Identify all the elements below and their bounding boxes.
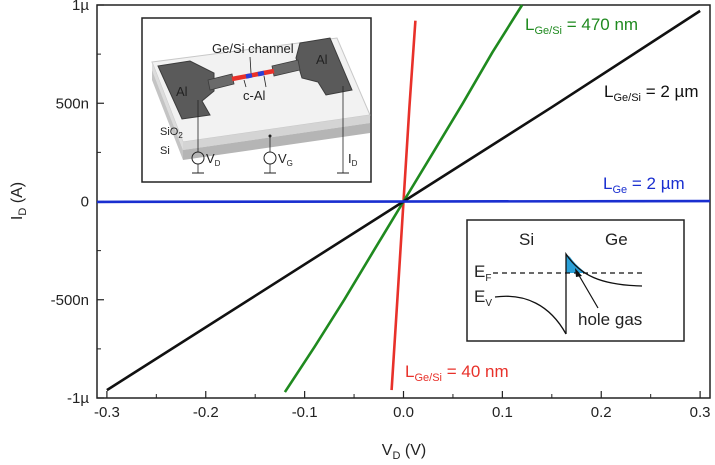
- valence-band-si: [494, 295, 567, 335]
- x-tick-label: 0.0: [393, 404, 414, 421]
- channel-segment-right: [257, 70, 265, 77]
- ef-label: EF: [474, 262, 491, 284]
- valence-band-ge: [565, 251, 643, 334]
- series-label-ge-2um: LGe = 2 µm: [603, 174, 685, 196]
- y-tick-label: -500n: [51, 292, 89, 309]
- y-tick-label: 500n: [56, 95, 89, 112]
- channel-label: Ge/Si channel: [212, 41, 294, 56]
- device-inset: Ge/Si channel c-Al Al Al SiO2 Si VD VG I…: [141, 17, 372, 183]
- tick-labels: -0.3 -0.2 -0.1 0.0 0.1 0.2 0.3 1µ 500n 0 -500n -1µ: [51, 0, 711, 421]
- x-tick-label: 0.1: [492, 404, 513, 421]
- hole-gas-region: [566, 254, 586, 273]
- c-al-pointer-right: [263, 75, 267, 88]
- y-tick-label: 0: [81, 194, 89, 211]
- series-line-3: [96, 199, 711, 204]
- series-lines: [96, 4, 711, 393]
- series-label-2um: LGe/Si = 2 µm: [604, 82, 699, 104]
- x-tick-label: -0.1: [292, 404, 318, 421]
- band-inset-frame: [466, 219, 685, 342]
- hole-gas-label: hole gas: [578, 310, 642, 329]
- chip-front-oxide: [183, 115, 370, 150]
- left-al-label: Al: [176, 84, 188, 99]
- id-label: ID: [348, 151, 358, 168]
- vg-label: VG: [278, 151, 293, 168]
- band-ge-label: Ge: [605, 230, 628, 249]
- c-al-pointer-left: [243, 79, 247, 88]
- channel-wire: [231, 68, 275, 82]
- x-tick-label: 0.3: [690, 404, 711, 421]
- ev-label: EV: [474, 287, 492, 309]
- hole-gas-pointer: [576, 271, 599, 309]
- series-label-470nm: LGe/Si = 470 nm: [525, 15, 638, 37]
- chip-front-si: [183, 123, 370, 160]
- c-al-label: c-Al: [243, 88, 266, 103]
- y-tick-label: 1µ: [72, 0, 89, 14]
- y-axis-title: ID (A): [9, 182, 29, 220]
- left-al-pad: [157, 60, 215, 120]
- hole-gas-arrowhead: [575, 268, 582, 277]
- substrate-label: Si: [160, 145, 170, 157]
- right-al-label: Al: [316, 52, 328, 67]
- channel-pointer: [249, 56, 252, 74]
- left-al-lead: [207, 73, 235, 91]
- chip-left-si: [152, 70, 183, 160]
- band-inset: Si Ge EF EV hole gas: [466, 219, 685, 342]
- y-tick-label: -1µ: [67, 390, 89, 407]
- axis-ticks: [97, 4, 701, 399]
- x-axis-title: VD (V): [382, 442, 426, 462]
- vd-label: VD: [206, 151, 221, 168]
- x-tick-label: 0.2: [591, 404, 612, 421]
- channel-segment-left: [245, 73, 253, 79]
- band-si-label: Si: [519, 230, 534, 249]
- chip-oxide-side: [152, 62, 183, 150]
- series-label-40nm: LGe/Si = 40 nm: [405, 362, 509, 384]
- x-tick-label: -0.3: [94, 404, 120, 421]
- x-tick-label: -0.2: [193, 404, 219, 421]
- oxide-label: SiO2: [160, 126, 183, 140]
